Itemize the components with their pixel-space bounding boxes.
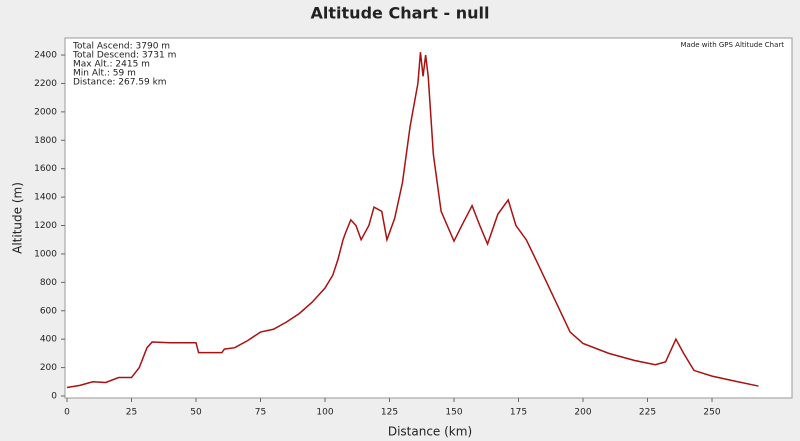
y-tick-label: 1600: [34, 164, 57, 174]
stat-label: Min Alt.: 59 m: [73, 69, 136, 79]
y-tick-label: 200: [40, 363, 57, 373]
stat-label: Total Ascend: 3790 m: [72, 42, 170, 52]
stat-label: Distance: 267.59 km: [73, 78, 167, 88]
x-tick-label: 25: [126, 408, 137, 418]
y-tick-label: 400: [40, 335, 57, 345]
x-tick-label: 0: [64, 408, 70, 418]
stat-label: Max Alt.: 2415 m: [73, 60, 150, 70]
x-axis-label: Distance (km): [388, 425, 472, 439]
y-tick-label: 2200: [34, 79, 57, 89]
y-tick-label: 1400: [34, 193, 57, 203]
plot-area: [64, 37, 793, 399]
y-tick-label: 0: [51, 392, 57, 402]
altitude-line: [66, 52, 759, 389]
credit: Made with GPS Altitude Chart: [680, 41, 784, 49]
x-tick-label: 200: [574, 408, 591, 418]
x-tick-label: 250: [703, 408, 720, 418]
y-tick-label: 1200: [34, 221, 57, 231]
y-tick-label: 800: [40, 278, 57, 288]
x-tick-label: 225: [639, 408, 656, 418]
y-axis-label: Altitude (m): [11, 182, 25, 254]
y-tick-label: 600: [40, 306, 57, 316]
x-tick-label: 150: [445, 408, 462, 418]
stat-label: Total Descend: 3731 m: [72, 51, 176, 61]
chart-title: Altitude Chart - null: [311, 4, 490, 23]
x-tick-label: 100: [316, 408, 333, 418]
x-tick-label: 50: [190, 408, 202, 418]
x-tick-label: 75: [255, 408, 266, 418]
x-tick-label: 125: [381, 408, 398, 418]
y-tick-label: 2000: [34, 107, 57, 117]
x-tick-label: 175: [510, 408, 527, 418]
y-tick-label: 1000: [34, 249, 57, 259]
y-tick-label: 1800: [34, 136, 57, 146]
y-tick-label: 2400: [34, 51, 57, 61]
